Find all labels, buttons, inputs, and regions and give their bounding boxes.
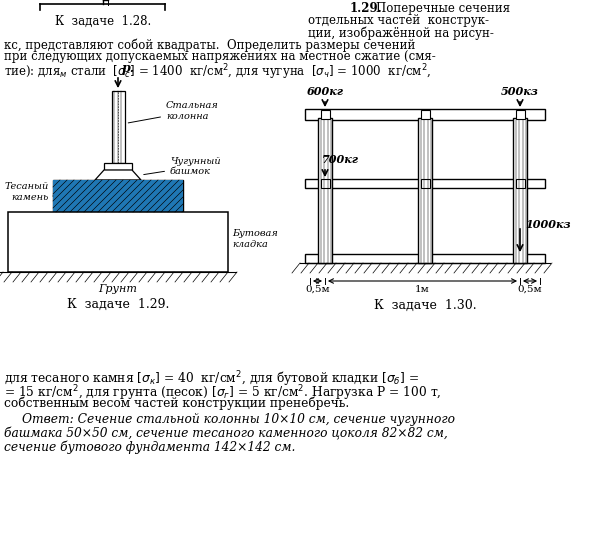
Bar (305, 179, 545, 188)
Bar (8, 212, 228, 272)
Text: Ответ: Сечение стальной колонны 10×10 см, сечение чугунного: Ответ: Сечение стальной колонны 10×10 см… (22, 413, 455, 426)
Text: тие): для$_м$ стали  $[\sigma_c]$ = 1400  кг/см$^2$, для чугуна  $[\sigma_ч]$ = : тие): для$_м$ стали $[\sigma_c]$ = 1400 … (4, 62, 431, 81)
Text: К  задаче  1.30.: К задаче 1.30. (373, 299, 476, 312)
Bar (104, 163, 132, 170)
Text: собственным весом частей конструкции пренебречь.: собственным весом частей конструкции пре… (4, 397, 349, 411)
Text: 1000кз: 1000кз (525, 218, 571, 230)
Bar (516, 179, 525, 188)
Text: Стальная
колонна: Стальная колонна (128, 101, 219, 123)
Polygon shape (95, 170, 141, 180)
Text: Чугунный
башмок: Чугунный башмок (144, 157, 221, 176)
Bar (112, 91, 124, 163)
Text: p.: p. (122, 62, 135, 75)
Text: 1м: 1м (415, 285, 430, 294)
Text: башмака 50×50 см, сечение тесаного каменного цоколя 82×82 см,: башмака 50×50 см, сечение тесаного камен… (4, 427, 448, 440)
Text: для тесаного камня $[\sigma_к]$ = 40  кг/см$^2$, для бутовой кладки $[\sigma_б]$: для тесаного камня $[\sigma_к]$ = 40 кг/… (4, 369, 419, 389)
Text: 0,5м: 0,5м (305, 285, 330, 294)
Text: 600кг: 600кг (306, 86, 343, 97)
Text: К  задаче  1.28.: К задаче 1.28. (55, 15, 151, 28)
Text: Бутовая
кладка: Бутовая кладка (232, 229, 278, 248)
Bar (320, 179, 329, 188)
Text: кс, представляют собой квадраты.  Определить размеры сечений: кс, представляют собой квадраты. Определ… (4, 38, 415, 52)
Bar (320, 110, 329, 119)
Bar (516, 110, 525, 119)
Text: Грунт: Грунт (99, 284, 137, 294)
Text: ции, изображённой на рисун-: ции, изображённой на рисун- (308, 26, 494, 39)
Bar (305, 109, 545, 120)
Text: 700кг: 700кг (322, 154, 359, 165)
Bar (513, 118, 527, 263)
Bar (53, 180, 183, 212)
Text: 0,5м: 0,5м (517, 285, 542, 294)
Text: Поперечные сечения: Поперечные сечения (376, 2, 510, 15)
Text: Тесаный
камень: Тесаный камень (5, 182, 49, 202)
Text: отдельных частей  конструк-: отдельных частей конструк- (308, 14, 489, 27)
Bar (318, 118, 332, 263)
Bar (421, 179, 430, 188)
Text: 500кз: 500кз (501, 86, 539, 97)
Text: = 15 кг/см$^2$, для грунта (песок) $[\sigma_г]$ = 5 кг/см$^2$. Нагрузка P = 100 : = 15 кг/см$^2$, для грунта (песок) $[\si… (4, 383, 441, 403)
Bar (53, 180, 183, 212)
Text: при следующих допускаемых напряжениях на местное сжатие (смя-: при следующих допускаемых напряжениях на… (4, 50, 436, 63)
Bar (421, 110, 430, 119)
Text: К  задаче  1.29.: К задаче 1.29. (67, 298, 169, 311)
Text: сечение бутового фундамента 142×142 см.: сечение бутового фундамента 142×142 см. (4, 441, 296, 454)
Text: 1.29.: 1.29. (350, 2, 383, 15)
Bar (305, 254, 545, 263)
Bar (418, 118, 432, 263)
